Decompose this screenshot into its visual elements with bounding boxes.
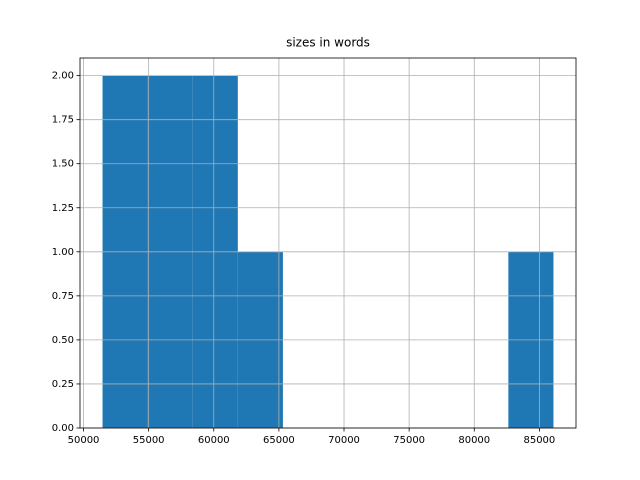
x-tick-label: 75000 (393, 435, 425, 446)
chart-title: sizes in words (286, 36, 370, 50)
x-tick-label: 55000 (133, 435, 165, 446)
x-tick-label: 65000 (263, 435, 295, 446)
y-tick-label: 0.25 (52, 379, 74, 390)
x-tick-label: 70000 (328, 435, 360, 446)
plot-frame (79, 57, 577, 429)
y-tick-label: 0.75 (52, 291, 74, 302)
y-tick-label: 1.75 (52, 115, 74, 126)
y-tick-label: 2.00 (52, 71, 74, 82)
y-tick-label: 0.50 (52, 335, 74, 346)
x-tick-label: 80000 (458, 435, 490, 446)
y-tick-label: 1.25 (52, 203, 74, 214)
y-tick-label: 1.00 (52, 247, 74, 258)
y-tick-label: 0.00 (52, 423, 74, 434)
x-tick-label: 60000 (198, 435, 230, 446)
x-tick-label: 50000 (68, 435, 100, 446)
y-tick-label: 1.50 (52, 159, 74, 170)
x-tick-label: 85000 (523, 435, 555, 446)
